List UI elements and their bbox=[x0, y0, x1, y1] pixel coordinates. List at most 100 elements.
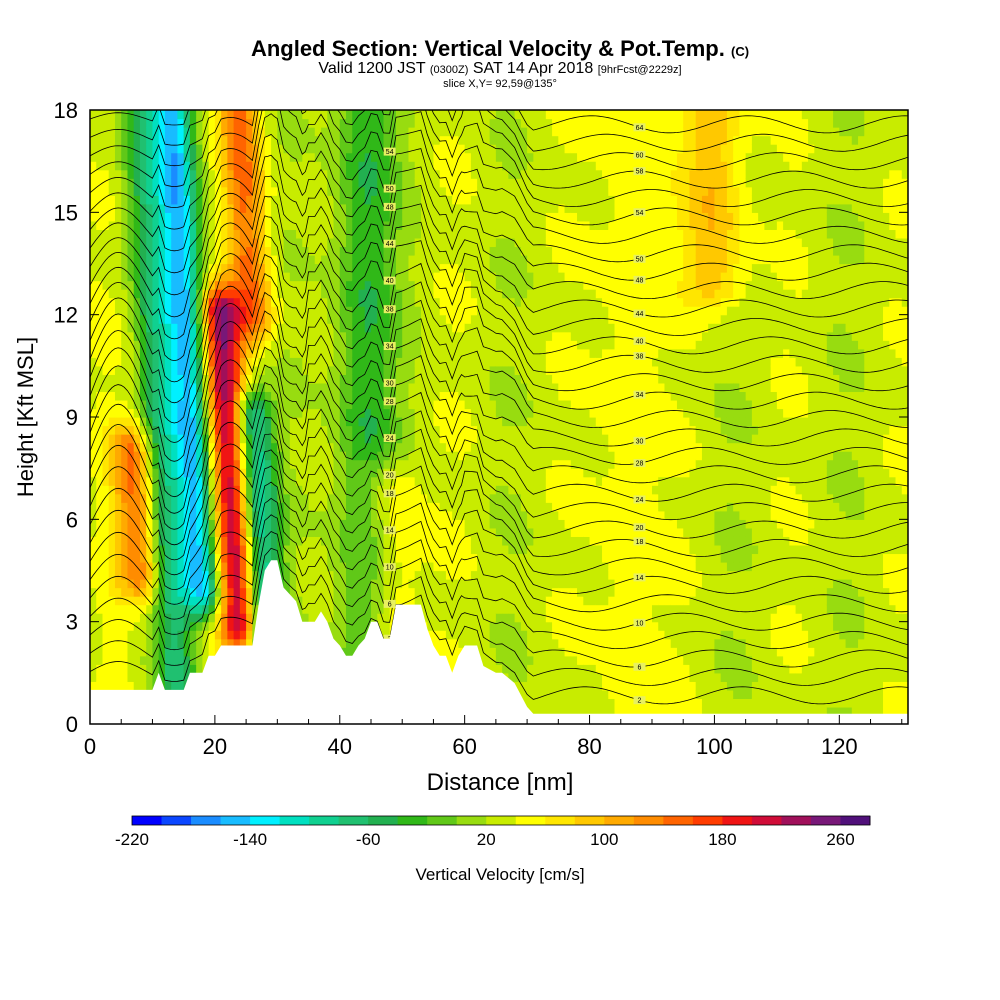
velocity-cell bbox=[114, 587, 122, 597]
velocity-cell bbox=[402, 365, 410, 375]
velocity-cell bbox=[339, 536, 347, 546]
velocity-cell bbox=[433, 374, 441, 384]
velocity-cell bbox=[370, 272, 378, 282]
velocity-cell bbox=[90, 365, 97, 375]
velocity-cell bbox=[152, 579, 160, 589]
velocity-cell bbox=[152, 297, 160, 307]
velocity-cell bbox=[302, 289, 310, 299]
velocity-cell bbox=[489, 502, 497, 512]
velocity-cell bbox=[214, 306, 222, 316]
velocity-cell bbox=[183, 289, 191, 299]
velocity-cell bbox=[127, 161, 135, 171]
velocity-cell bbox=[146, 630, 154, 640]
velocity-cell bbox=[352, 587, 360, 597]
velocity-cell bbox=[477, 527, 484, 537]
velocity-cell bbox=[333, 365, 341, 375]
velocity-cell bbox=[414, 186, 422, 196]
velocity-cell bbox=[352, 169, 360, 179]
velocity-cell bbox=[302, 178, 310, 188]
velocity-cell bbox=[433, 254, 441, 265]
velocity-cell bbox=[452, 348, 460, 358]
velocity-cell bbox=[514, 544, 522, 555]
velocity-cell bbox=[90, 127, 97, 137]
velocity-cell bbox=[296, 382, 303, 393]
velocity-cell bbox=[164, 579, 172, 589]
velocity-cell bbox=[439, 331, 447, 341]
velocity-cell bbox=[196, 280, 203, 290]
velocity-cell bbox=[296, 442, 303, 452]
velocity-cell bbox=[283, 348, 291, 358]
velocity-cell bbox=[146, 553, 154, 563]
velocity-cell bbox=[196, 476, 203, 486]
velocity-cell bbox=[483, 519, 491, 529]
velocity-cell bbox=[246, 263, 253, 273]
velocity-cell bbox=[439, 323, 447, 333]
velocity-cell bbox=[489, 110, 497, 120]
velocity-cell bbox=[314, 314, 322, 324]
velocity-cell bbox=[377, 408, 385, 418]
velocity-cell bbox=[227, 186, 235, 196]
velocity-cell bbox=[233, 630, 241, 640]
velocity-cell bbox=[327, 254, 335, 265]
velocity-cell bbox=[127, 425, 135, 435]
velocity-cell bbox=[139, 118, 147, 128]
velocity-cell bbox=[171, 169, 179, 179]
velocity-cell bbox=[164, 638, 172, 648]
velocity-cell bbox=[302, 613, 310, 623]
velocity-cell bbox=[214, 178, 222, 188]
velocity-cell bbox=[377, 297, 385, 307]
velocity-cell bbox=[495, 118, 503, 128]
velocity-cell bbox=[495, 621, 503, 631]
velocity-cell bbox=[246, 519, 253, 529]
velocity-cell bbox=[146, 246, 154, 256]
velocity-cell bbox=[314, 229, 322, 239]
velocity-cell bbox=[258, 195, 266, 205]
velocity-cell bbox=[271, 408, 278, 418]
velocity-cell bbox=[189, 229, 197, 239]
velocity-cell bbox=[283, 144, 291, 154]
velocity-cell bbox=[108, 544, 116, 555]
velocity-cell bbox=[108, 297, 116, 307]
velocity-cell bbox=[121, 314, 129, 324]
velocity-cell bbox=[121, 442, 129, 452]
velocity-cell bbox=[502, 655, 509, 665]
velocity-cell bbox=[339, 118, 347, 128]
velocity-cell bbox=[196, 519, 203, 529]
velocity-cell bbox=[277, 434, 285, 444]
velocity-cell bbox=[477, 314, 484, 324]
velocity-cell bbox=[227, 382, 235, 393]
velocity-cell bbox=[314, 544, 322, 555]
velocity-cell bbox=[333, 570, 341, 580]
velocity-cell bbox=[389, 348, 397, 358]
velocity-cell bbox=[514, 152, 522, 162]
velocity-cell bbox=[470, 527, 478, 537]
velocity-cell bbox=[264, 246, 272, 256]
velocity-cell bbox=[227, 417, 235, 427]
velocity-cell bbox=[433, 579, 441, 589]
velocity-cell bbox=[346, 442, 353, 452]
velocity-cell bbox=[464, 263, 472, 273]
velocity-cell bbox=[289, 186, 297, 196]
velocity-cell bbox=[102, 536, 110, 546]
velocity-cell bbox=[308, 289, 316, 299]
velocity-cell bbox=[427, 630, 435, 640]
velocity-cell bbox=[414, 408, 422, 418]
velocity-cell bbox=[383, 161, 391, 171]
velocity-cell bbox=[389, 246, 397, 256]
velocity-cell bbox=[239, 476, 247, 486]
velocity-cell bbox=[214, 417, 222, 427]
velocity-cell bbox=[508, 229, 516, 239]
velocity-cell bbox=[127, 681, 135, 691]
velocity-cell bbox=[458, 476, 466, 486]
velocity-cell bbox=[108, 425, 116, 435]
velocity-cell bbox=[477, 186, 484, 196]
velocity-cell bbox=[114, 203, 122, 213]
velocity-cell bbox=[427, 425, 435, 435]
velocity-cell bbox=[452, 408, 460, 418]
velocity-cell bbox=[321, 544, 328, 555]
velocity-cell bbox=[508, 169, 516, 179]
velocity-cell bbox=[470, 365, 478, 375]
velocity-cell bbox=[445, 323, 453, 333]
velocity-cell bbox=[308, 459, 316, 469]
velocity-cell bbox=[370, 485, 378, 495]
